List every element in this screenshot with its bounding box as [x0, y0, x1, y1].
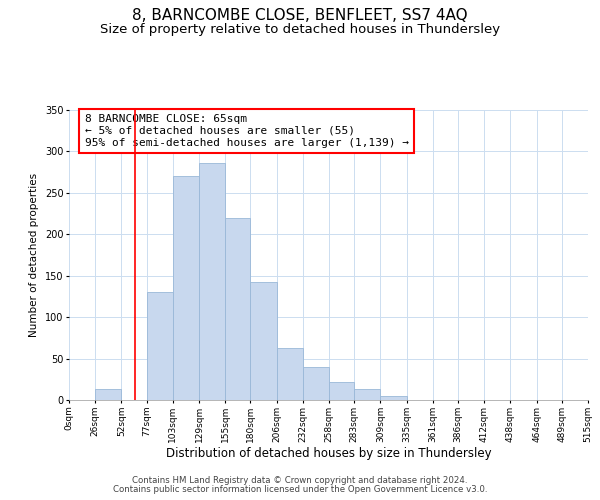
Bar [173, 176, 199, 400]
Bar [277, 348, 303, 400]
Bar [146, 292, 173, 400]
Text: 8, BARNCOMBE CLOSE, BENFLEET, SS7 4AQ: 8, BARNCOMBE CLOSE, BENFLEET, SS7 4AQ [132, 8, 468, 22]
Bar [199, 163, 225, 400]
Bar [303, 367, 329, 400]
Bar [329, 382, 354, 400]
Bar [250, 282, 277, 400]
X-axis label: Distribution of detached houses by size in Thundersley: Distribution of detached houses by size … [166, 448, 491, 460]
Y-axis label: Number of detached properties: Number of detached properties [29, 173, 39, 337]
Text: 8 BARNCOMBE CLOSE: 65sqm
← 5% of detached houses are smaller (55)
95% of semi-de: 8 BARNCOMBE CLOSE: 65sqm ← 5% of detache… [85, 114, 409, 148]
Bar [95, 389, 121, 400]
Bar [225, 218, 250, 400]
Bar [380, 396, 407, 400]
Text: Contains HM Land Registry data © Crown copyright and database right 2024.: Contains HM Land Registry data © Crown c… [132, 476, 468, 485]
Text: Size of property relative to detached houses in Thundersley: Size of property relative to detached ho… [100, 22, 500, 36]
Bar [354, 389, 380, 400]
Text: Contains public sector information licensed under the Open Government Licence v3: Contains public sector information licen… [113, 485, 487, 494]
